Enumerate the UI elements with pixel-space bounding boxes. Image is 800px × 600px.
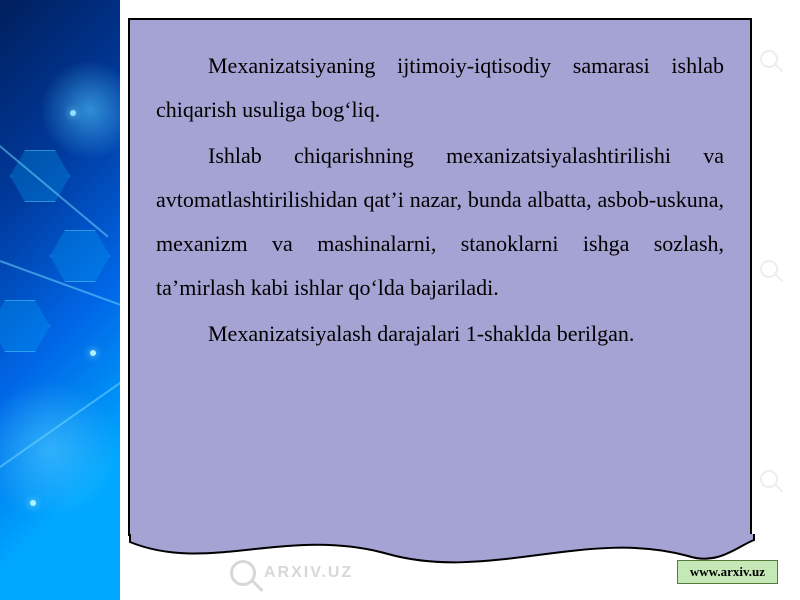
hexagon-shape xyxy=(50,230,110,282)
hexagon-shape xyxy=(0,300,50,352)
magnifier-icon xyxy=(760,470,778,488)
paragraph: Mexanizatsiyalash darajalari 1-shaklda b… xyxy=(156,312,724,356)
decorative-left-panel xyxy=(0,0,120,600)
magnifier-icon xyxy=(760,50,778,68)
decorative-dot xyxy=(30,500,36,506)
decorative-line xyxy=(0,365,120,481)
watermark-small xyxy=(760,50,778,68)
torn-edge xyxy=(128,534,752,574)
paragraph: Mexanizatsiyaning ijtimoiy-iqtisodiy sam… xyxy=(156,44,724,132)
hexagon-shape xyxy=(10,150,70,202)
footer-url-pill: www.arxiv.uz xyxy=(677,560,778,584)
content-panel: Mexanizatsiyaning ijtimoiy-iqtisodiy sam… xyxy=(128,18,752,536)
footer-url-text: www.arxiv.uz xyxy=(690,564,765,579)
watermark-small xyxy=(760,470,778,488)
watermark-small xyxy=(760,260,778,278)
decorative-dot xyxy=(90,350,96,356)
decorative-dot xyxy=(70,110,76,116)
magnifier-icon xyxy=(760,260,778,278)
paragraph: Ishlab chiqarishning mexanizatsiyalashti… xyxy=(156,134,724,310)
